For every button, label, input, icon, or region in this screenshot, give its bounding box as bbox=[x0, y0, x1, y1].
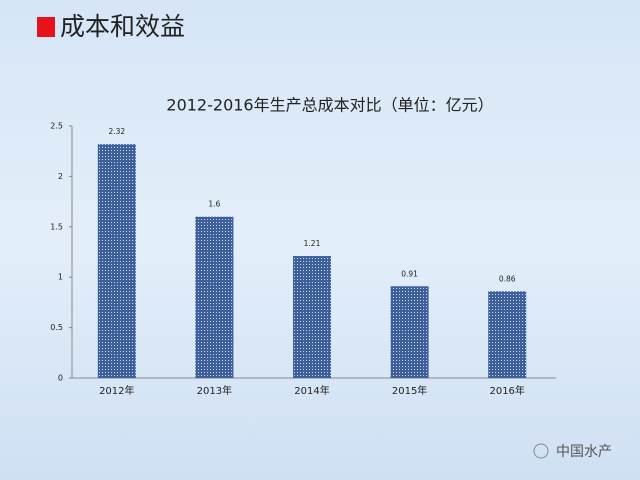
y-tick-label: 0 bbox=[58, 374, 63, 383]
watermark: 中国水产 bbox=[556, 444, 612, 460]
bar bbox=[390, 286, 429, 378]
value-label: 1.6 bbox=[208, 200, 220, 209]
slide-title: 成本和效益 bbox=[60, 12, 185, 41]
y-tick-label: 1.5 bbox=[50, 222, 63, 231]
value-label: 2.32 bbox=[108, 127, 125, 136]
chart-title: 2012-2016年生产总成本对比（单位：亿元） bbox=[166, 96, 493, 115]
bar bbox=[195, 216, 234, 378]
value-label: 1.21 bbox=[304, 239, 321, 248]
value-label: 0.91 bbox=[401, 269, 418, 278]
y-tick-label: 0.5 bbox=[50, 323, 63, 332]
x-tick-label: 2012年 bbox=[99, 384, 134, 397]
x-tick-label: 2015年 bbox=[392, 384, 427, 397]
bar bbox=[293, 256, 331, 378]
title-marker bbox=[37, 17, 55, 37]
y-tick-label: 2 bbox=[58, 172, 63, 181]
y-tick-label: 1 bbox=[58, 273, 63, 282]
x-tick-label: 2014年 bbox=[294, 384, 329, 397]
watermark-icon bbox=[533, 443, 549, 459]
bar bbox=[97, 144, 136, 378]
x-tick-label: 2016年 bbox=[489, 384, 524, 397]
y-tick-label: 2.5 bbox=[50, 122, 63, 131]
value-label: 0.86 bbox=[499, 274, 516, 283]
x-tick-label: 2013年 bbox=[197, 384, 232, 397]
bar bbox=[488, 291, 527, 378]
